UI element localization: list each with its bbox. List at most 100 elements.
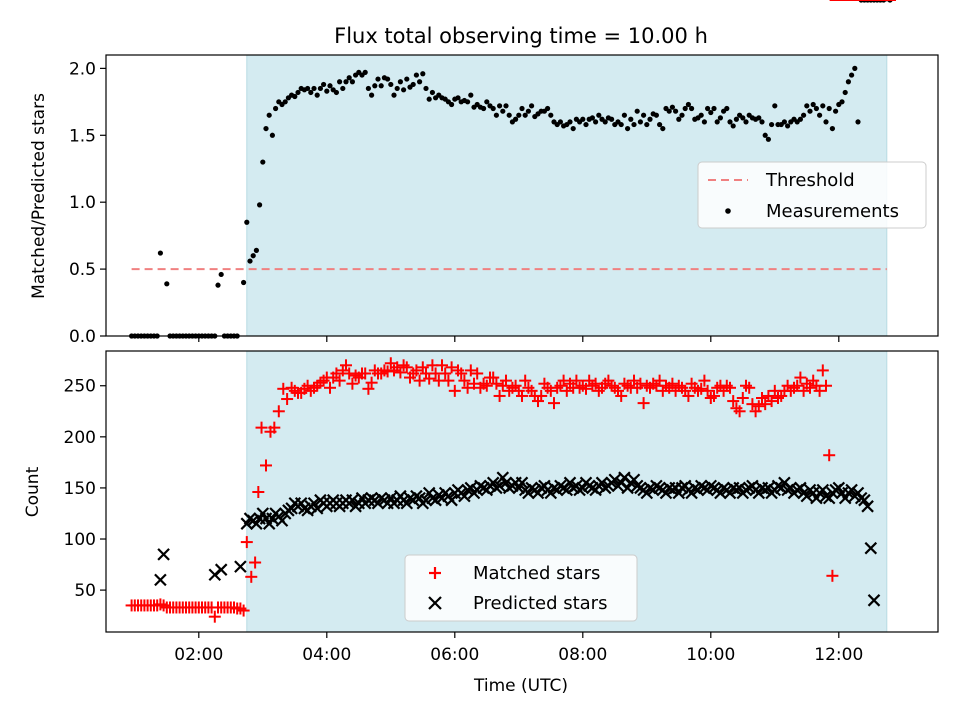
measurement-point	[637, 119, 644, 125]
measurement-point	[340, 85, 346, 92]
measurement-point	[647, 116, 653, 122]
measurement-point	[596, 112, 602, 118]
measurement-point	[618, 121, 624, 128]
x-tick-label: 06:00	[430, 645, 479, 665]
bottom-legend-box	[404, 554, 638, 622]
matched-star-point	[423, 372, 436, 385]
measurement-point	[484, 99, 490, 105]
top-panel-x-ticks	[198, 336, 840, 342]
predicted-star-point	[154, 573, 167, 587]
predicted-star-point	[458, 489, 471, 503]
measurement-point	[324, 88, 330, 94]
matched-star-point	[365, 376, 378, 389]
top-y-tick-label: 0.5	[69, 260, 96, 280]
predicted-star-point	[858, 493, 871, 507]
matched-star-point	[416, 361, 429, 374]
matched-star-point	[340, 359, 352, 372]
matched-star-point	[813, 384, 826, 397]
predicted-star-point	[800, 489, 814, 503]
measurement-point	[305, 85, 311, 92]
measurement-point	[826, 105, 832, 112]
measurement-point	[327, 83, 333, 89]
measurement-point	[621, 112, 628, 118]
matched-star-point	[724, 381, 736, 394]
bottom-y-tick-label: 100	[64, 530, 96, 550]
measurement-point	[410, 81, 416, 88]
predicted-star-point	[157, 548, 170, 561]
measurement-point	[343, 79, 349, 85]
matched-star-point	[252, 486, 265, 499]
measurement-point	[833, 108, 839, 114]
measurement-point	[525, 108, 532, 114]
matched-star-point	[493, 389, 506, 402]
measurement-point	[817, 112, 823, 118]
matched-star-point	[330, 367, 343, 380]
bottom-panel-y-axis-label: Count	[23, 466, 43, 517]
measurement-point	[506, 112, 512, 118]
measurement-point	[810, 101, 816, 108]
measurement-point	[628, 116, 634, 122]
measurement-point	[372, 83, 378, 89]
measurement-point	[241, 279, 247, 286]
measurement-point	[804, 103, 810, 109]
matched-star-point	[461, 381, 474, 394]
matched-star-point	[249, 556, 262, 569]
measurement-point	[660, 125, 666, 132]
measurement-point	[522, 112, 528, 118]
predicted-stars-series	[154, 0, 893, 607]
measurement-point	[730, 123, 736, 129]
matched-star-point	[394, 366, 407, 379]
measurement-point	[570, 125, 576, 132]
matched-star-point	[698, 374, 711, 387]
predicted-star-point	[493, 479, 506, 493]
measurement-point	[701, 119, 708, 125]
matched-star-point	[816, 364, 829, 377]
measurement-point	[666, 108, 672, 114]
measurement-point	[548, 112, 554, 118]
matched-star-point	[384, 357, 397, 370]
measurement-point	[762, 132, 768, 138]
predicted-star-point	[867, 594, 881, 607]
measurement-point	[657, 121, 663, 128]
measurement-point	[602, 119, 608, 125]
matched-star-point	[653, 374, 666, 387]
measurement-point	[769, 121, 775, 128]
matched-star-point	[487, 371, 500, 384]
matched-star-point	[682, 389, 695, 402]
measurement-point	[308, 89, 314, 96]
measurement-point	[349, 79, 355, 85]
matched-star-point	[448, 384, 461, 397]
matched-star-point	[362, 382, 375, 395]
top-panel-frame	[105, 54, 939, 337]
measurement-point	[852, 65, 858, 71]
measurement-point	[375, 76, 381, 82]
matched-star-point	[823, 449, 836, 462]
predicted-star-point	[234, 560, 247, 573]
matched-star-point	[346, 377, 359, 390]
matched-star-point	[343, 367, 356, 380]
measurement-point	[260, 159, 266, 165]
matched-star-point	[458, 374, 471, 387]
matched-star-point	[436, 359, 448, 372]
measurement-point	[397, 79, 403, 85]
measurement-point	[823, 119, 829, 125]
matched-star-point	[826, 569, 839, 582]
x-tick-label: 10:00	[686, 645, 735, 665]
measurement-point	[346, 75, 352, 81]
measurement-point	[545, 105, 551, 112]
measurement-point	[631, 121, 637, 128]
matched-star-point	[208, 610, 221, 623]
measurement-point	[401, 87, 407, 93]
measurement-point	[497, 103, 503, 109]
matched-star-point	[637, 397, 650, 410]
matched-star-point	[756, 392, 768, 405]
x-tick-label: 02:00	[174, 645, 223, 665]
matched-star-point	[516, 389, 528, 402]
predicted-star-point	[346, 493, 359, 507]
measurement-point	[676, 116, 682, 122]
matched-star-point	[240, 536, 253, 549]
measurement-point	[215, 282, 221, 288]
matched-star-point	[245, 570, 258, 583]
matched-star-point	[634, 377, 647, 390]
measurement-point	[250, 253, 256, 259]
